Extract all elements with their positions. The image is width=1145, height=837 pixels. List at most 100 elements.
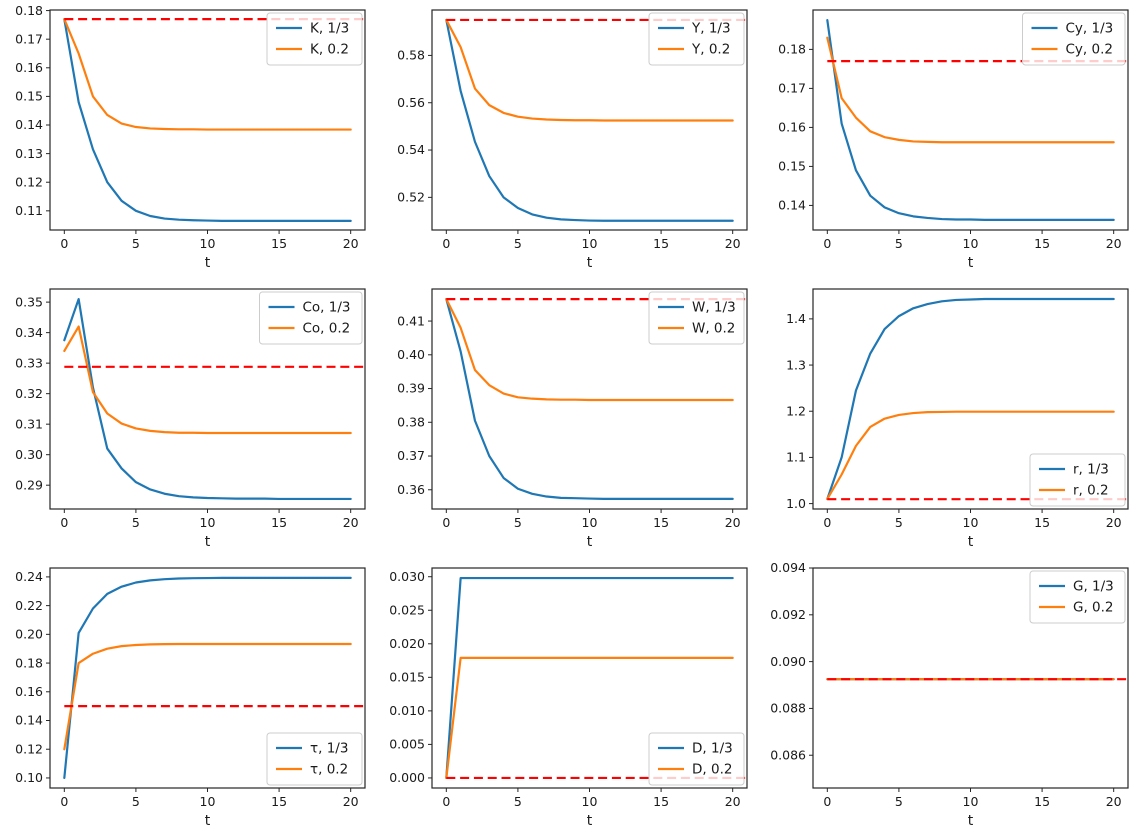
- y-tick-label: 0.58: [397, 48, 425, 63]
- y-tick-label: 0.025: [389, 602, 425, 617]
- y-tick-label: 0.11: [15, 203, 43, 218]
- series-line: [444, 298, 734, 402]
- x-tick-label: 0: [824, 236, 832, 251]
- x-axis-label: t: [586, 813, 592, 829]
- x-tick-label: 20: [1106, 236, 1122, 251]
- y-tick-label: 0.33: [15, 355, 43, 370]
- x-axis-label: t: [205, 813, 211, 829]
- series-line: [826, 297, 1116, 501]
- legend-frame: [1029, 453, 1126, 507]
- legend-frame: [266, 12, 363, 66]
- x-tick-label: 15: [653, 515, 669, 530]
- subplot-d: 0.000 0.005 0.010 0.015 0.020 0.025 0.030 0 5 10 1…: [381, 558, 763, 837]
- plot-background: [0, 558, 381, 837]
- x-tick-label: 15: [1034, 236, 1050, 251]
- y-tick-label: 1.0: [786, 496, 806, 511]
- x-tick-label: 15: [271, 515, 287, 530]
- plot-background: [763, 279, 1145, 558]
- x-axis-label: t: [968, 255, 974, 271]
- x-tick-label: 10: [963, 794, 979, 809]
- subplot-d-canvas: 0.000 0.005 0.010 0.015 0.020 0.025 0.030 0 5 10 1…: [381, 558, 763, 837]
- y-tick-label: 0.090: [771, 654, 807, 669]
- legend-frame: [259, 291, 363, 345]
- y-tick-label: 0.18: [778, 42, 806, 57]
- x-tick-label: 20: [724, 236, 740, 251]
- x-tick-label: 5: [514, 236, 522, 251]
- x-tick-label: 15: [1034, 515, 1050, 530]
- series-line: [444, 298, 734, 500]
- y-tick-label: 0.35: [15, 294, 43, 309]
- x-tick-label: 20: [1106, 515, 1122, 530]
- y-tick-label: 0.17: [15, 31, 43, 46]
- x-tick-label: 20: [343, 515, 359, 530]
- y-tick-label: 0.24: [15, 569, 43, 584]
- y-tick-label: 0.15: [778, 159, 806, 174]
- legend-label: K, 1/3: [310, 21, 349, 37]
- x-tick-label: 15: [271, 794, 287, 809]
- x-tick-label: 0: [442, 515, 450, 530]
- x-axis-label: t: [586, 255, 592, 271]
- y-tick-label: 0.18: [15, 655, 43, 670]
- subplot-tau: 0.10 0.12 0.14 0.16 0.18 0.20 0.22 0.24 0 5 10 15 20…: [0, 558, 381, 837]
- subplot-tau-canvas: 0.10 0.12 0.14 0.16 0.18 0.20 0.22 0.24 0 5 10 15 20…: [0, 558, 381, 837]
- x-tick-label: 20: [1106, 794, 1122, 809]
- legend-label: Co, 1/3: [303, 300, 351, 316]
- x-tick-label: 5: [132, 794, 140, 809]
- x-tick-label: 10: [963, 236, 979, 251]
- y-tick-label: 0.14: [778, 198, 806, 213]
- legend-frame: [1022, 12, 1126, 66]
- legend-label: G, 1/3: [1073, 579, 1114, 595]
- x-tick-label: 20: [343, 794, 359, 809]
- legend-label: τ, 1/3: [310, 741, 348, 757]
- series-line: [826, 36, 1116, 144]
- axes-frame: [49, 9, 366, 231]
- legend-label: τ, 0.2: [310, 762, 348, 778]
- legend-label: D, 0.2: [692, 762, 732, 778]
- series-line: [63, 642, 352, 751]
- y-tick-label: 0.20: [15, 627, 43, 642]
- x-tick-label: 0: [442, 794, 450, 809]
- series-line: [444, 18, 734, 122]
- y-tick-label: 0.56: [397, 95, 425, 110]
- subplot-cy: 0.14 0.15 0.16 0.17 0.18 0 5 10 15 20 t Cy, 1/3 Cy, …: [763, 0, 1145, 279]
- y-tick-label: 0.31: [15, 416, 43, 431]
- y-tick-label: 0.12: [15, 741, 43, 756]
- x-tick-label: 0: [60, 794, 68, 809]
- legend-box: K, 1/3 K, 0.2: [266, 12, 363, 66]
- subplot-g-canvas: 0.086 0.088 0.090 0.092 0.094 0 5 10 15 20 t G, 1/3…: [763, 558, 1145, 837]
- legend-box: Co, 1/3 Co, 0.2: [259, 291, 363, 345]
- axes-frame: [49, 567, 366, 789]
- legend-label: Cy, 1/3: [1066, 21, 1114, 37]
- series-line: [63, 297, 352, 501]
- y-tick-label: 0.092: [771, 607, 807, 622]
- legend-box: D, 1/3 D, 0.2: [648, 732, 745, 786]
- y-tick-label: 0.22: [15, 598, 43, 613]
- legend-label: W, 0.2: [692, 321, 735, 337]
- series-line: [826, 19, 1116, 221]
- subplot-w: 0.36 0.37 0.38 0.39 0.40 0.41 0 5 10 15 20 t W, 1/3 W…: [381, 279, 763, 558]
- y-tick-label: 0.36: [397, 482, 425, 497]
- y-tick-label: 0.34: [15, 325, 43, 340]
- y-tick-label: 1.1: [786, 450, 806, 465]
- x-tick-label: 10: [581, 515, 597, 530]
- y-tick-label: 0.52: [397, 190, 425, 205]
- y-tick-label: 0.030: [389, 569, 425, 584]
- x-tick-label: 0: [60, 515, 68, 530]
- x-tick-label: 0: [824, 515, 832, 530]
- x-tick-label: 5: [132, 236, 140, 251]
- axes-frame: [812, 288, 1129, 510]
- legend-frame: [266, 732, 363, 786]
- y-tick-label: 1.4: [786, 311, 806, 326]
- series-line: [826, 410, 1116, 501]
- legend-label: K, 0.2: [310, 42, 349, 58]
- y-tick-label: 1.3: [786, 357, 806, 372]
- y-tick-label: 0.39: [397, 381, 425, 396]
- subplot-r-canvas: 1.0 1.1 1.2 1.3 1.4 0 5 10 15 20 t r, 1/3 r, 0.2: [763, 279, 1145, 558]
- legend-label: D, 1/3: [692, 741, 733, 757]
- x-tick-label: 10: [200, 515, 216, 530]
- x-tick-label: 5: [514, 794, 522, 809]
- x-tick-label: 15: [653, 236, 669, 251]
- legend-frame: [648, 12, 745, 66]
